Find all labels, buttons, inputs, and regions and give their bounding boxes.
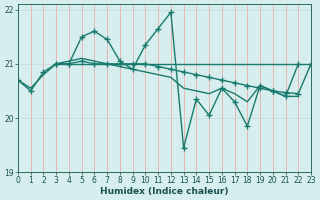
X-axis label: Humidex (Indice chaleur): Humidex (Indice chaleur): [100, 187, 229, 196]
